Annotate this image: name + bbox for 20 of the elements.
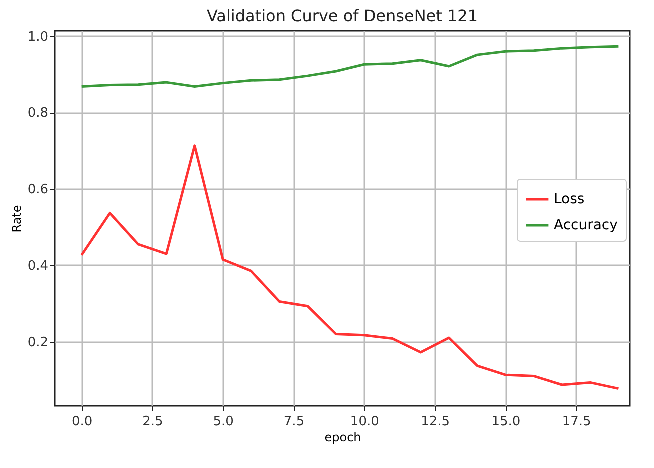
legend-label: Loss (554, 192, 585, 208)
x-tick-label: 0.0 (72, 414, 93, 430)
line-series (80, 45, 620, 88)
legend-label: Accuracy (554, 218, 618, 234)
y-tick-label: 0.6 (28, 182, 48, 198)
x-tick-label: 5.0 (213, 414, 234, 430)
y-tick-label: 0.2 (28, 335, 48, 350)
x-tick-label: 10.0 (350, 414, 380, 430)
y-tick-label: 0.4 (28, 258, 48, 274)
x-tick-label: 12.5 (421, 414, 450, 430)
y-axis-title: Rate (10, 205, 24, 233)
line-series (80, 144, 620, 390)
x-tick-label: 7.5 (284, 414, 305, 430)
y-tick-label: 0.8 (28, 106, 48, 122)
x-tick-label: 2.5 (142, 414, 164, 430)
x-tick-label: 15.0 (492, 414, 521, 430)
y-tick-label: 1.0 (28, 30, 48, 45)
x-tick-label: 17.5 (562, 414, 592, 430)
chart-title: Validation Curve of DenseNet 121 (206, 6, 478, 26)
x-axis-title: epoch (324, 430, 362, 444)
